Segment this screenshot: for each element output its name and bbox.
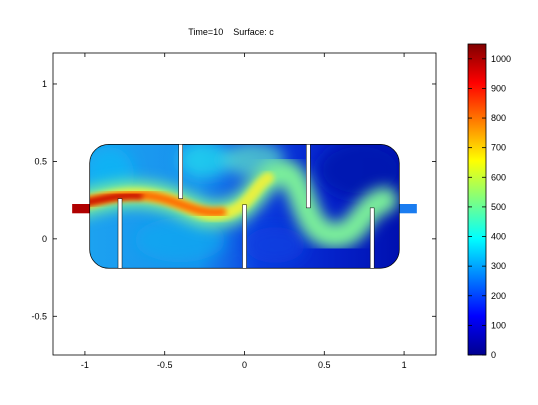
colorbar-tick-label: 400 [491, 232, 506, 242]
baffle [117, 198, 123, 269]
plume-hot [89, 192, 143, 208]
x-tick-label: 0.5 [318, 360, 331, 370]
outlet-channel [398, 204, 417, 214]
y-axis: -0.5 0 0.5 1 [31, 79, 436, 321]
field-blob-deep-b [318, 144, 400, 198]
baffle [242, 204, 247, 269]
domain-outline [89, 144, 400, 269]
title-surface: Surface: c [233, 27, 274, 37]
colorbar-tick-label: 300 [491, 261, 506, 271]
inlet-channel [72, 204, 91, 214]
colorbar-tick-label: 0 [491, 350, 496, 360]
title-time: Time=10 [188, 27, 223, 37]
colorbar-tick-label: 600 [491, 172, 506, 182]
y-tick-label: 0.5 [34, 156, 47, 166]
colorbar [467, 43, 487, 356]
baffle [369, 207, 375, 269]
y-tick-label: -0.5 [31, 311, 47, 321]
baffles [117, 144, 375, 269]
concentration-field [72, 144, 417, 269]
x-axis: -1 -0.5 0 0.5 1 [81, 53, 407, 370]
x-tick-label: -1 [81, 360, 89, 370]
x-tick-label: -0.5 [157, 360, 173, 370]
y-tick-label: 0 [42, 234, 47, 244]
field-blob-cyan-d [135, 218, 225, 262]
field-blob-deep-a [245, 227, 305, 263]
baffle [306, 144, 311, 209]
colorbar-tick-label: 200 [491, 291, 506, 301]
colorbar-ticks: 0 100 200 300 400 500 600 700 800 900 1000 [468, 54, 511, 360]
baffle [178, 144, 183, 199]
colorbar-tick-label: 700 [491, 143, 506, 153]
colorbar-tick-label: 900 [491, 83, 506, 93]
y-tick-label: 1 [42, 79, 47, 89]
plot-title: Time=10 Surface: c [188, 27, 274, 37]
colorbar-tick-label: 100 [491, 320, 506, 330]
x-tick-label: 1 [402, 360, 407, 370]
x-tick-label: 0 [242, 360, 247, 370]
field-blob-cyan-b [179, 144, 231, 178]
colorbar-tick-label: 800 [491, 113, 506, 123]
colorbar-tick-label: 1000 [491, 54, 511, 64]
colorbar-tick-label: 500 [491, 202, 506, 212]
